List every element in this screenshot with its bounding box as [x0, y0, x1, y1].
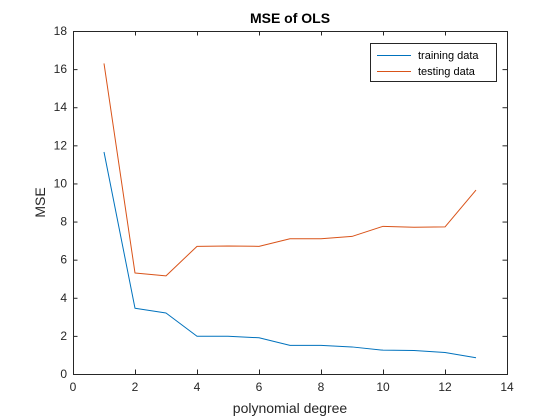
x-tick-label: 0 — [70, 380, 77, 394]
y-tick-label: 10 — [54, 176, 68, 190]
x-axis-label: polynomial degree — [233, 400, 348, 416]
chart-title: MSE of OLS — [250, 10, 330, 26]
y-tick-label: 4 — [60, 291, 67, 305]
y-tick-label: 14 — [54, 100, 68, 114]
plot-layer — [73, 31, 507, 374]
x-tick-label: 14 — [500, 380, 514, 394]
y-tick-label: 8 — [60, 215, 67, 229]
legend-label-testing-data: testing data — [418, 66, 476, 78]
y-tick-label: 6 — [60, 253, 67, 267]
x-tick-label: 4 — [194, 380, 201, 394]
series-line-training-data — [103, 151, 477, 359]
x-tick-label: 8 — [318, 380, 325, 394]
x-tick-label: 6 — [256, 380, 263, 394]
y-tick-label: 16 — [54, 62, 68, 76]
plot-frame — [73, 31, 508, 375]
series-line-testing-data — [103, 63, 477, 277]
y-tick-label: 12 — [54, 138, 68, 152]
y-axis-label: MSE — [32, 187, 48, 217]
x-tick-label: 2 — [132, 380, 139, 394]
plot-area — [73, 31, 507, 374]
series-layer — [103, 63, 477, 359]
legend-box — [370, 43, 497, 82]
y-tick-label: 2 — [60, 329, 67, 343]
y-tick-label: 18 — [54, 24, 68, 38]
y-tick-label: 0 — [60, 367, 67, 381]
legend-label-training-data: training data — [418, 50, 479, 62]
legend: training data testing data — [370, 43, 497, 82]
x-tick-label: 10 — [376, 380, 390, 394]
legend-items: training data testing data — [377, 50, 479, 78]
x-tick-label: 12 — [438, 380, 452, 394]
